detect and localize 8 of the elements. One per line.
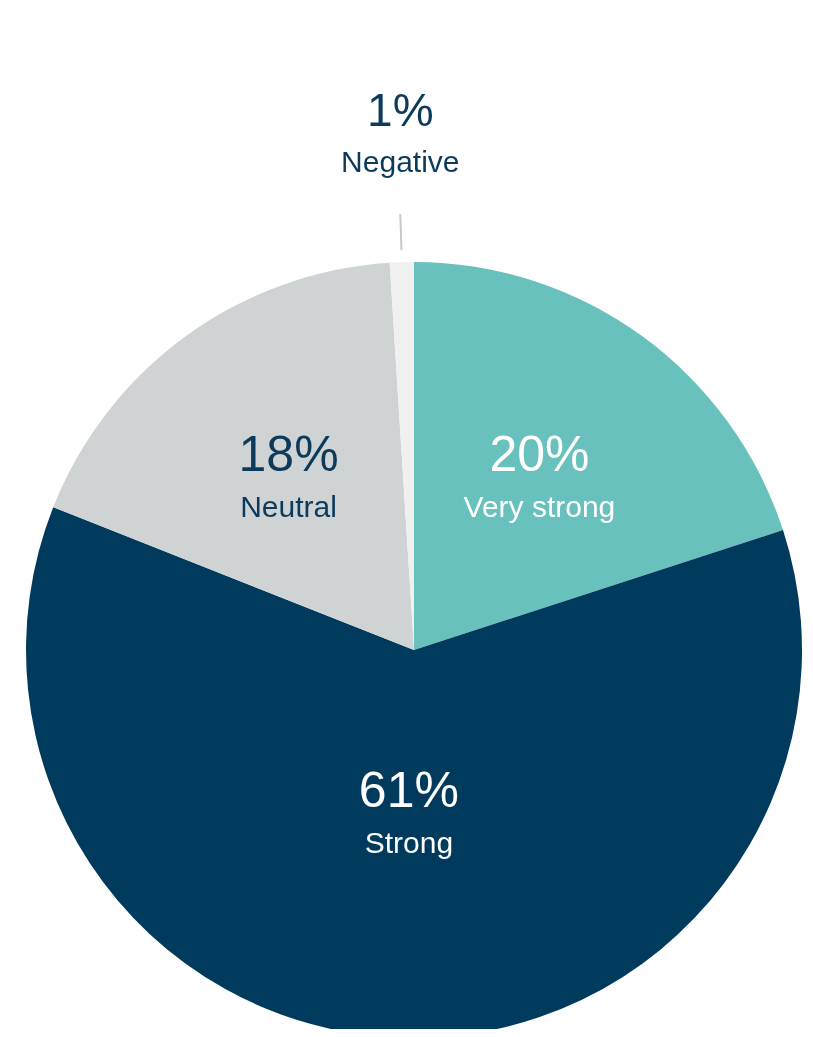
slice-label: Neutral: [240, 490, 337, 524]
data-label: 18%: [238, 426, 339, 483]
slice-label: Very strong: [463, 490, 616, 524]
slice-label: Negative: [341, 145, 460, 179]
slice-label: Strong: [364, 825, 454, 859]
data-label: 20%: [489, 426, 590, 483]
data-label: 1%: [367, 84, 434, 137]
data-label: 61%: [358, 761, 459, 818]
